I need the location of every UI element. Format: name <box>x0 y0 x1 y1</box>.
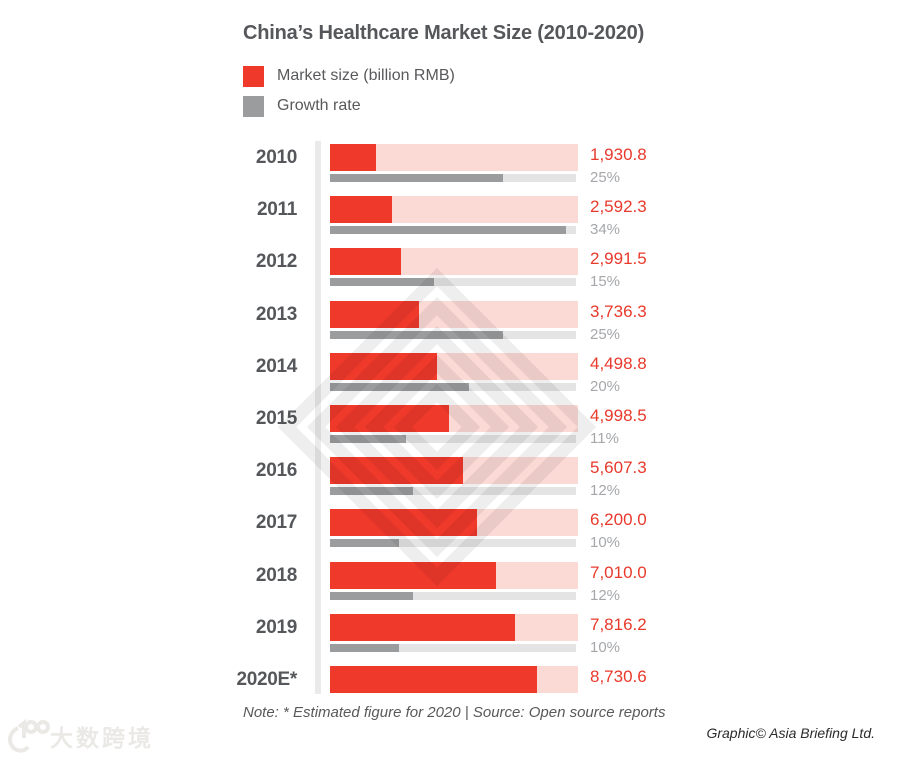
chart-rows: 2010 1,930.8 25% 2011 2,592.3 34% 2012 2… <box>0 144 900 704</box>
chart-title: China’s Healthcare Market Size (2010-202… <box>243 22 645 44</box>
market-size-bar-track <box>330 613 578 641</box>
chart-row: 2012 2,991.5 15% <box>0 248 900 300</box>
market-size-value: 2,991.5 <box>590 249 647 269</box>
market-size-bar-track <box>330 509 578 537</box>
growth-rate-value: 12% <box>590 586 621 604</box>
growth-rate-bar-track <box>330 435 576 443</box>
chart-row: 2016 5,607.3 12% <box>0 457 900 509</box>
chart-row: 2015 4,998.5 11% <box>0 405 900 457</box>
market-size-bar <box>330 352 437 380</box>
axis-baseline-strip <box>315 141 321 694</box>
market-size-value: 3,736.3 <box>590 301 647 321</box>
market-size-bar-track <box>330 457 578 485</box>
growth-rate-value: 11% <box>590 430 619 447</box>
market-size-value: 7,816.2 <box>590 614 647 634</box>
year-label: 2019 <box>255 616 297 638</box>
graphic-credit: Graphic© Asia Briefing Ltd. <box>706 725 875 741</box>
brand-watermark-text: 大数跨境 <box>50 725 154 751</box>
footnote: Note: * Estimated figure for 2020 | Sour… <box>243 704 666 721</box>
market-size-value: 1,930.8 <box>590 145 647 164</box>
legend-item-growth-rate: Growth rate <box>243 95 361 117</box>
year-label: 2017 <box>255 512 297 534</box>
growth-rate-bar-track <box>330 487 576 496</box>
growth-rate-value: 25% <box>590 325 621 343</box>
growth-rate-bar <box>330 539 400 548</box>
market-size-bar <box>330 144 376 171</box>
legend-label-growth-rate: Growth rate <box>277 97 361 114</box>
growth-rate-value: 10% <box>590 534 621 552</box>
market-size-bar <box>330 509 478 537</box>
chart-row: 2014 4,498.8 20% <box>0 352 900 405</box>
market-size-bar-track <box>330 196 578 224</box>
market-size-bar <box>330 405 449 432</box>
growth-rate-value: 12% <box>590 482 621 500</box>
year-label: 2016 <box>255 460 297 482</box>
growth-rate-value: 25% <box>590 169 621 186</box>
growth-rate-value: 34% <box>590 221 621 239</box>
market-size-swatch-icon <box>243 65 264 87</box>
growth-rate-bar-track <box>330 226 576 235</box>
market-size-bar-track <box>330 248 578 276</box>
chart-row: 2013 3,736.3 25% <box>0 300 900 353</box>
year-label: 2018 <box>255 564 297 586</box>
growth-rate-value: 10% <box>590 638 621 656</box>
market-size-bar-track <box>330 405 578 432</box>
market-size-value: 6,200.0 <box>590 510 647 530</box>
growth-rate-bar <box>330 487 414 496</box>
chart-row: 2018 7,010.0 12% <box>0 561 900 614</box>
growth-rate-bar <box>330 643 400 652</box>
growth-rate-value: 20% <box>590 377 621 395</box>
market-size-bar <box>330 457 464 485</box>
market-size-bar <box>330 666 538 693</box>
market-size-bar-track <box>330 144 578 171</box>
market-size-bar <box>330 196 392 224</box>
growth-rate-bar-track <box>330 330 576 339</box>
growth-rate-bar-track <box>330 591 576 600</box>
market-size-bar <box>330 300 419 328</box>
growth-rate-value: 15% <box>590 273 621 291</box>
growth-rate-bar <box>330 382 469 391</box>
year-label: 2012 <box>255 251 297 273</box>
year-label: 2011 <box>256 199 297 221</box>
market-size-bar <box>330 248 401 276</box>
chart-row: 2011 2,592.3 34% <box>0 196 900 248</box>
chart-row: 2017 6,200.0 10% <box>0 509 900 561</box>
growth-rate-bar <box>330 435 407 443</box>
legend-item-market-size: Market size (billion RMB) <box>243 65 455 87</box>
year-label: 2014 <box>255 355 297 377</box>
market-size-bar <box>330 561 497 589</box>
growth-rate-bar-track <box>330 278 576 287</box>
market-size-bar-track <box>330 666 578 693</box>
growth-rate-bar-track <box>330 539 576 548</box>
growth-rate-bar-track <box>330 643 576 652</box>
market-size-bar-track <box>330 352 578 380</box>
growth-rate-bar <box>330 278 434 287</box>
market-size-bar-track <box>330 300 578 328</box>
growth-rate-bar <box>330 174 504 182</box>
brand-logo-icon <box>8 718 50 753</box>
growth-rate-bar-track <box>330 174 576 182</box>
growth-rate-bar <box>330 591 414 600</box>
chart-row: 2020E* 8,730.6 <box>0 666 900 718</box>
chart-row: 2010 1,930.8 25% <box>0 144 900 196</box>
year-label: 2015 <box>255 408 297 429</box>
growth-rate-bar <box>330 330 504 339</box>
growth-rate-swatch-icon <box>243 95 264 117</box>
market-size-value: 4,998.5 <box>590 406 647 425</box>
market-size-value: 2,592.3 <box>590 197 647 217</box>
chart-row: 2019 7,816.2 10% <box>0 613 900 666</box>
growth-rate-bar <box>330 226 566 235</box>
year-label: 2010 <box>255 147 297 168</box>
market-size-bar <box>330 613 516 641</box>
market-size-value: 4,498.8 <box>590 353 647 373</box>
market-size-value: 8,730.6 <box>590 667 647 686</box>
market-size-bar-track <box>330 561 578 589</box>
market-size-value: 7,010.0 <box>590 562 647 582</box>
legend-label-market-size: Market size (billion RMB) <box>277 67 455 84</box>
market-size-value: 5,607.3 <box>590 458 647 478</box>
year-label: 2013 <box>255 303 297 325</box>
year-label: 2020E* <box>236 669 297 690</box>
growth-rate-bar-track <box>330 382 576 391</box>
brand-watermark: 大数跨境 <box>4 714 154 758</box>
